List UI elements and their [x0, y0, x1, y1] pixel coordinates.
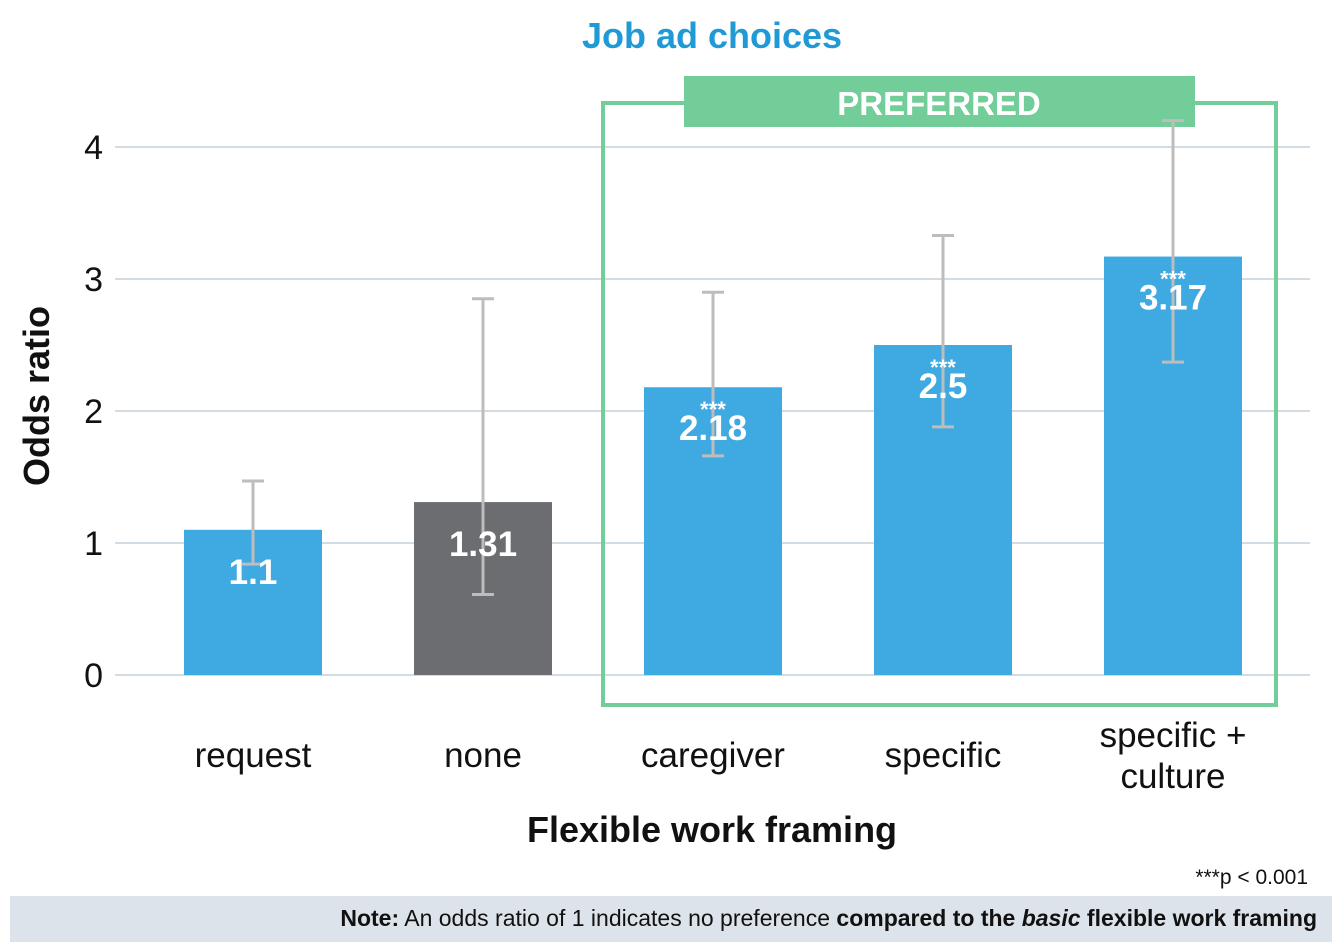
significance-label: ***	[700, 397, 726, 422]
y-axis-label: Odds ratio	[16, 306, 57, 486]
note-plain: An odds ratio of 1 indicates no preferen…	[399, 905, 837, 931]
value-label: 1.1	[229, 553, 278, 592]
significance-footnote: ***p < 0.001	[1195, 866, 1308, 889]
note-text: Note: An odds ratio of 1 indicates no pr…	[340, 905, 1317, 932]
error-bars	[242, 119, 1184, 596]
y-tick-label: 0	[84, 657, 103, 695]
x-axis-label: Flexible work framing	[527, 809, 897, 850]
note-bold-2: flexible work framing	[1080, 905, 1317, 931]
x-tick-label: none	[444, 736, 522, 775]
y-tick-label: 1	[84, 525, 103, 563]
significance-label: ***	[930, 355, 956, 380]
value-label: 3.17	[1139, 279, 1207, 318]
significance-label: ***	[1160, 267, 1186, 292]
y-tick-label: 4	[84, 129, 103, 167]
preferred-label: PREFERRED	[837, 85, 1041, 122]
x-tick-labels: request none caregiver specific specific +cu…	[195, 716, 1247, 796]
note-lead: Note:	[340, 905, 400, 931]
value-label: 2.18	[679, 409, 747, 448]
note-bar	[10, 896, 1332, 942]
x-tick-label: culture	[1120, 757, 1225, 796]
value-label: 2.5	[919, 367, 968, 406]
x-tick-label: caregiver	[641, 736, 785, 775]
preferred-label-background	[684, 76, 1195, 127]
note-italic: basic	[1021, 905, 1081, 931]
y-tick-labels: 0 1 2 3 4	[84, 129, 103, 695]
chart-title: Job ad choices	[582, 15, 842, 56]
x-tick-label: specific	[885, 736, 1002, 775]
note-bold-1: compared to the	[836, 905, 1022, 931]
x-tick-label: request	[195, 736, 312, 775]
x-tick-label: specific +	[1100, 716, 1247, 755]
value-label: 1.31	[449, 525, 517, 564]
y-tick-label: 2	[84, 393, 103, 431]
bar-labels: 1.11.31***2.18***2.5***3.17	[229, 267, 1207, 592]
y-tick-label: 3	[84, 261, 103, 299]
